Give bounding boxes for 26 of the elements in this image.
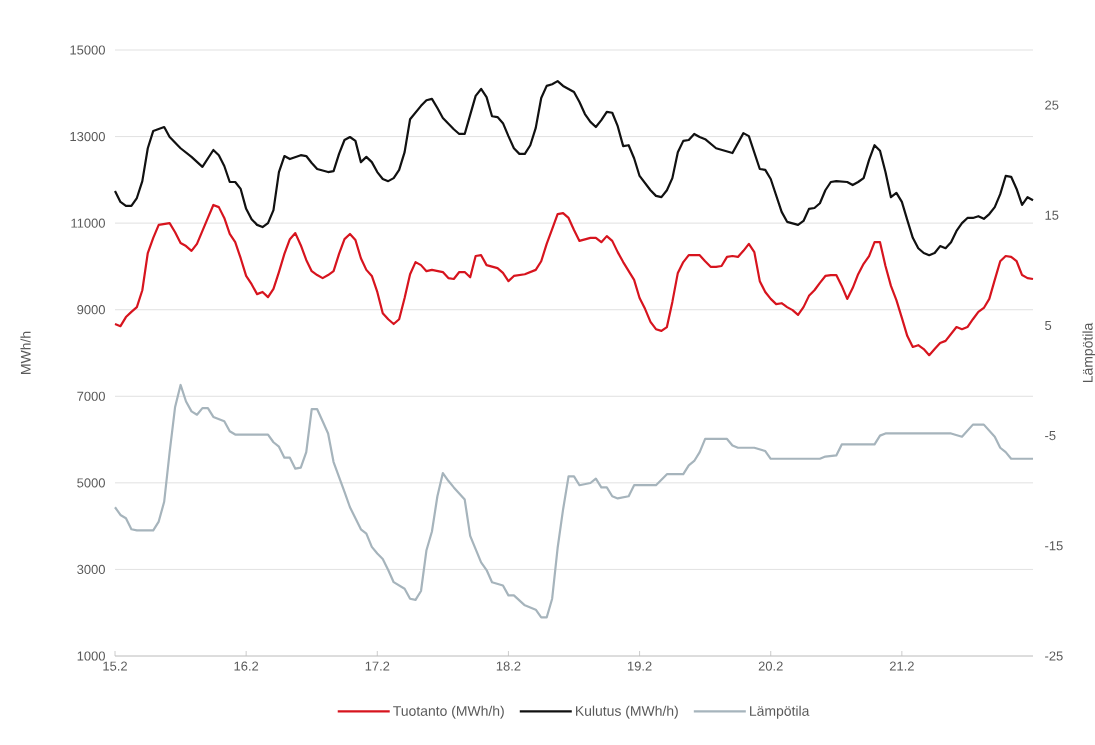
legend-label: Kulutus (MWh/h)	[576, 705, 678, 719]
x-tick-label: 19.2	[627, 661, 652, 671]
x-tick-label: 18.2	[496, 661, 521, 671]
legend-label: Tuotanto (MWh/h)	[393, 705, 504, 719]
y2-tick-label: 15	[1045, 210, 1059, 220]
y2-tick-label: -25	[1045, 651, 1063, 661]
y-tick-label: 9000	[77, 305, 105, 315]
y-tick-label: 1000	[77, 651, 105, 661]
y-tick-label: 3000	[77, 564, 105, 575]
y-tick-label: 7000	[77, 391, 105, 401]
y2-tick-label: -5	[1045, 431, 1056, 441]
legend-label: Lämpötila	[750, 705, 810, 719]
x-tick-label: 17.2	[365, 661, 390, 671]
y-tick-label: 11000	[71, 218, 105, 228]
x-tick-label: 20.2	[758, 661, 783, 671]
x-tick-label: 15.2	[103, 661, 127, 671]
y-tick-label: 15000	[70, 45, 105, 55]
x-tick-label: 21.2	[889, 661, 914, 671]
y-axis-title: MWh/h	[20, 331, 31, 374]
y-tick-label: 13000	[70, 131, 105, 142]
y-tick-label: 5000	[77, 478, 105, 488]
y2-tick-label: 25	[1045, 100, 1059, 110]
x-tick-label: 16.2	[234, 661, 259, 671]
y2-tick-label: -15	[1045, 541, 1063, 551]
y2-tick-label: 5	[1045, 320, 1052, 330]
y2-axis-title: Lämpötila	[1082, 322, 1095, 383]
